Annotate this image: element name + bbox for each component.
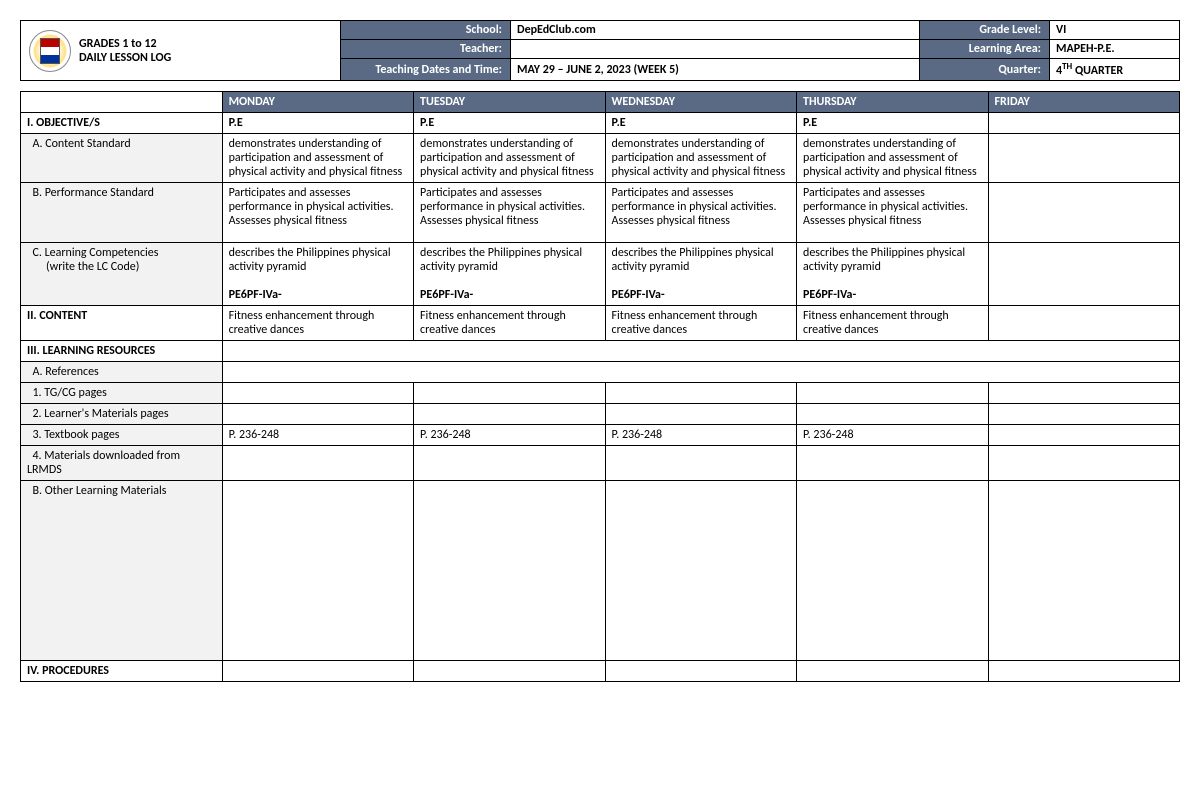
value-area: MAPEH-P.E.: [1050, 40, 1180, 59]
day-thursday: THURSDAY: [797, 92, 988, 113]
lc-fri: [988, 243, 1180, 306]
lc-tue: describes the Philippines physical activ…: [414, 243, 605, 306]
cont-mon: Fitness enhancement through creative dan…: [222, 306, 413, 341]
label-teacher: Teacher:: [341, 40, 511, 59]
pstd-fri: [988, 183, 1180, 243]
label-school: School:: [341, 21, 511, 40]
subj-fri: [988, 113, 1180, 134]
section-objectives: I. OBJECTIVE/S: [21, 113, 223, 134]
lc-thu: describes the Philippines physical activ…: [797, 243, 988, 306]
cstd-thu: demonstrates understanding of participat…: [797, 134, 988, 183]
deped-logo: [29, 30, 71, 72]
day-friday: FRIDAY: [988, 92, 1180, 113]
day-wednesday: WEDNESDAY: [605, 92, 796, 113]
logo-cell: GRADES 1 to 12 DAILY LESSON LOG: [21, 21, 341, 81]
title-line2: DAILY LESSON LOG: [79, 51, 171, 65]
blank-head: [21, 92, 223, 113]
cont-tue: Fitness enhancement through creative dan…: [414, 306, 605, 341]
day-tuesday: TUESDAY: [414, 92, 605, 113]
day-monday: MONDAY: [222, 92, 413, 113]
section-procedures: IV. PROCEDURES: [21, 661, 223, 682]
row-other: B. Other Learning Materials: [21, 481, 223, 661]
row-perf-std-label: B. Performance Standard: [21, 183, 223, 243]
refs-blank: [222, 362, 1179, 383]
row-refs: A. References: [21, 362, 223, 383]
title-line1: GRADES 1 to 12: [79, 37, 171, 51]
row-learn-comp-label: C. Learning Competencies (write the LC C…: [21, 243, 223, 306]
label-area: Learning Area:: [920, 40, 1050, 59]
value-dates: MAY 29 – JUNE 2, 2023 (WEEK 5): [511, 59, 920, 81]
row-tb: 3. Textbook pages: [21, 425, 223, 446]
row-tg: 1. TG/CG pages: [21, 383, 223, 404]
tb-tue: P. 236-248: [414, 425, 605, 446]
value-grade: VI: [1050, 21, 1180, 40]
value-school: DepEdClub.com: [511, 21, 920, 40]
row-lm: 2. Learner's Materials pages: [21, 404, 223, 425]
pstd-mon: Participates and assesses performance in…: [222, 183, 413, 243]
tb-fri: [988, 425, 1180, 446]
value-quarter: 4TH QUARTER: [1050, 59, 1180, 81]
subj-mon: P.E: [222, 113, 413, 134]
tb-mon: P. 236-248: [222, 425, 413, 446]
pstd-thu: Participates and assesses performance in…: [797, 183, 988, 243]
value-teacher: [511, 40, 920, 59]
section-resources: III. LEARNING RESOURCES: [21, 341, 223, 362]
tb-wed: P. 236-248: [605, 425, 796, 446]
subj-wed: P.E: [605, 113, 796, 134]
cont-thu: Fitness enhancement through creative dan…: [797, 306, 988, 341]
cont-fri: [988, 306, 1180, 341]
cstd-wed: demonstrates understanding of participat…: [605, 134, 796, 183]
row-lrmds: 4. Materials downloaded from LRMDS: [21, 446, 223, 481]
label-grade: Grade Level:: [920, 21, 1050, 40]
label-quarter: Quarter:: [920, 59, 1050, 81]
pstd-tue: Participates and assesses performance in…: [414, 183, 605, 243]
lc-mon: describes the Philippines physical activ…: [222, 243, 413, 306]
cont-wed: Fitness enhancement through creative dan…: [605, 306, 796, 341]
header-table: GRADES 1 to 12 DAILY LESSON LOG School: …: [20, 20, 1180, 81]
cstd-tue: demonstrates understanding of participat…: [414, 134, 605, 183]
subj-tue: P.E: [414, 113, 605, 134]
main-table: MONDAY TUESDAY WEDNESDAY THURSDAY FRIDAY…: [20, 91, 1180, 682]
cstd-mon: demonstrates understanding of participat…: [222, 134, 413, 183]
section-content: II. CONTENT: [21, 306, 223, 341]
lc-wed: describes the Philippines physical activ…: [605, 243, 796, 306]
cstd-fri: [988, 134, 1180, 183]
pstd-wed: Participates and assesses performance in…: [605, 183, 796, 243]
subj-thu: P.E: [797, 113, 988, 134]
resources-blank: [222, 341, 1179, 362]
label-dates: Teaching Dates and Time:: [341, 59, 511, 81]
tb-thu: P. 236-248: [797, 425, 988, 446]
row-content-std-label: A. Content Standard: [21, 134, 223, 183]
